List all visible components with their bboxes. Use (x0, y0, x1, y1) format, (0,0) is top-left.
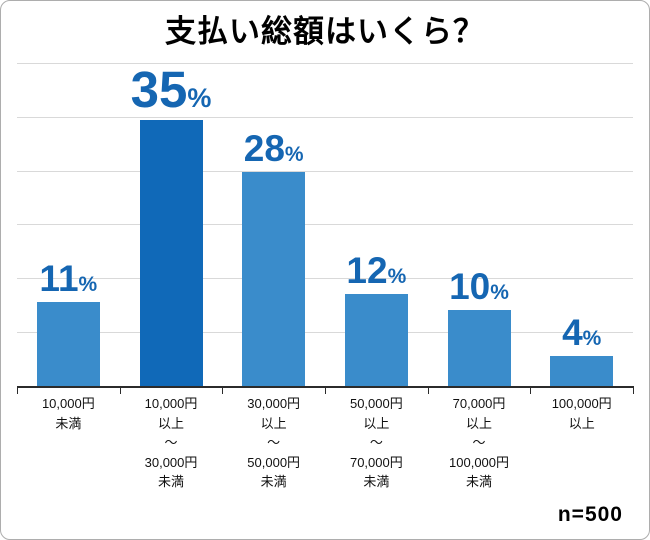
axis-tick (633, 386, 634, 395)
plot-area: 11% 35% 28% 12% 10% 4% (17, 63, 634, 395)
percent-sign: % (78, 272, 98, 296)
value-number: 28 (243, 127, 285, 169)
percent-sign: % (187, 83, 212, 114)
value-label: 28% (244, 130, 304, 167)
value-number: 12 (346, 250, 388, 292)
gridline (17, 63, 633, 65)
value-label: 4% (562, 314, 601, 351)
category-label: 10,000円 以上 ～ 30,000円 未満 (144, 396, 198, 490)
value-label: 10% (449, 268, 509, 305)
axis-tick (17, 386, 18, 395)
sample-size-label: n=500 (557, 503, 623, 526)
percent-sign: % (284, 142, 304, 166)
bar-column: 4% (530, 64, 633, 387)
bar (36, 301, 100, 387)
category-label: 70,000円 以上 ～ 100,000円 未満 (449, 396, 510, 490)
gridline (17, 170, 633, 172)
gridline (17, 277, 633, 279)
axis-tick (530, 386, 532, 395)
category-label: 50,000円 以上 ～ 70,000円 未満 (349, 396, 403, 490)
value-number: 10 (449, 265, 491, 307)
category-axis: 10,000円 未満 10,000円 以上 ～ 30,000円 未満 30,000円… (17, 394, 633, 492)
category-label: 100,000円 以上 (551, 396, 612, 431)
chart-title: 支払い総額はいくら？ (165, 14, 485, 49)
bar-column: 28% (222, 64, 325, 387)
value-label: 35% (131, 64, 212, 115)
axis-tick (427, 386, 429, 395)
gridlines (17, 63, 633, 386)
bar-column: 10% (428, 64, 531, 387)
bar (550, 355, 614, 387)
percent-sign: % (490, 280, 509, 304)
percent-sign: % (387, 265, 407, 289)
bar-column: 11% (17, 64, 120, 387)
value-number: 35 (130, 61, 188, 119)
value-label: 12% (346, 252, 406, 289)
bar (242, 171, 306, 387)
bar-columns: 11% 35% 28% 12% 10% 4% (17, 64, 633, 387)
category-label: 30,000円 以上 ～ 50,000円 未満 (247, 396, 301, 490)
percent-sign: % (582, 326, 602, 350)
axis-tick (222, 386, 224, 395)
axis-tick (119, 386, 121, 395)
gridline (17, 224, 633, 226)
bar-column: 12% (325, 64, 428, 387)
bar (447, 309, 511, 387)
value-number: 11 (39, 257, 79, 299)
gridline (17, 116, 633, 118)
bar (344, 294, 408, 387)
category-label: 10,000円 未満 (41, 396, 95, 431)
gridline (17, 331, 633, 333)
bar (139, 120, 203, 387)
axis-ticks (17, 386, 634, 395)
value-number: 4 (562, 311, 583, 353)
value-label: 11% (39, 260, 97, 297)
bar-column: 35% (120, 64, 223, 387)
axis-tick (325, 386, 326, 395)
